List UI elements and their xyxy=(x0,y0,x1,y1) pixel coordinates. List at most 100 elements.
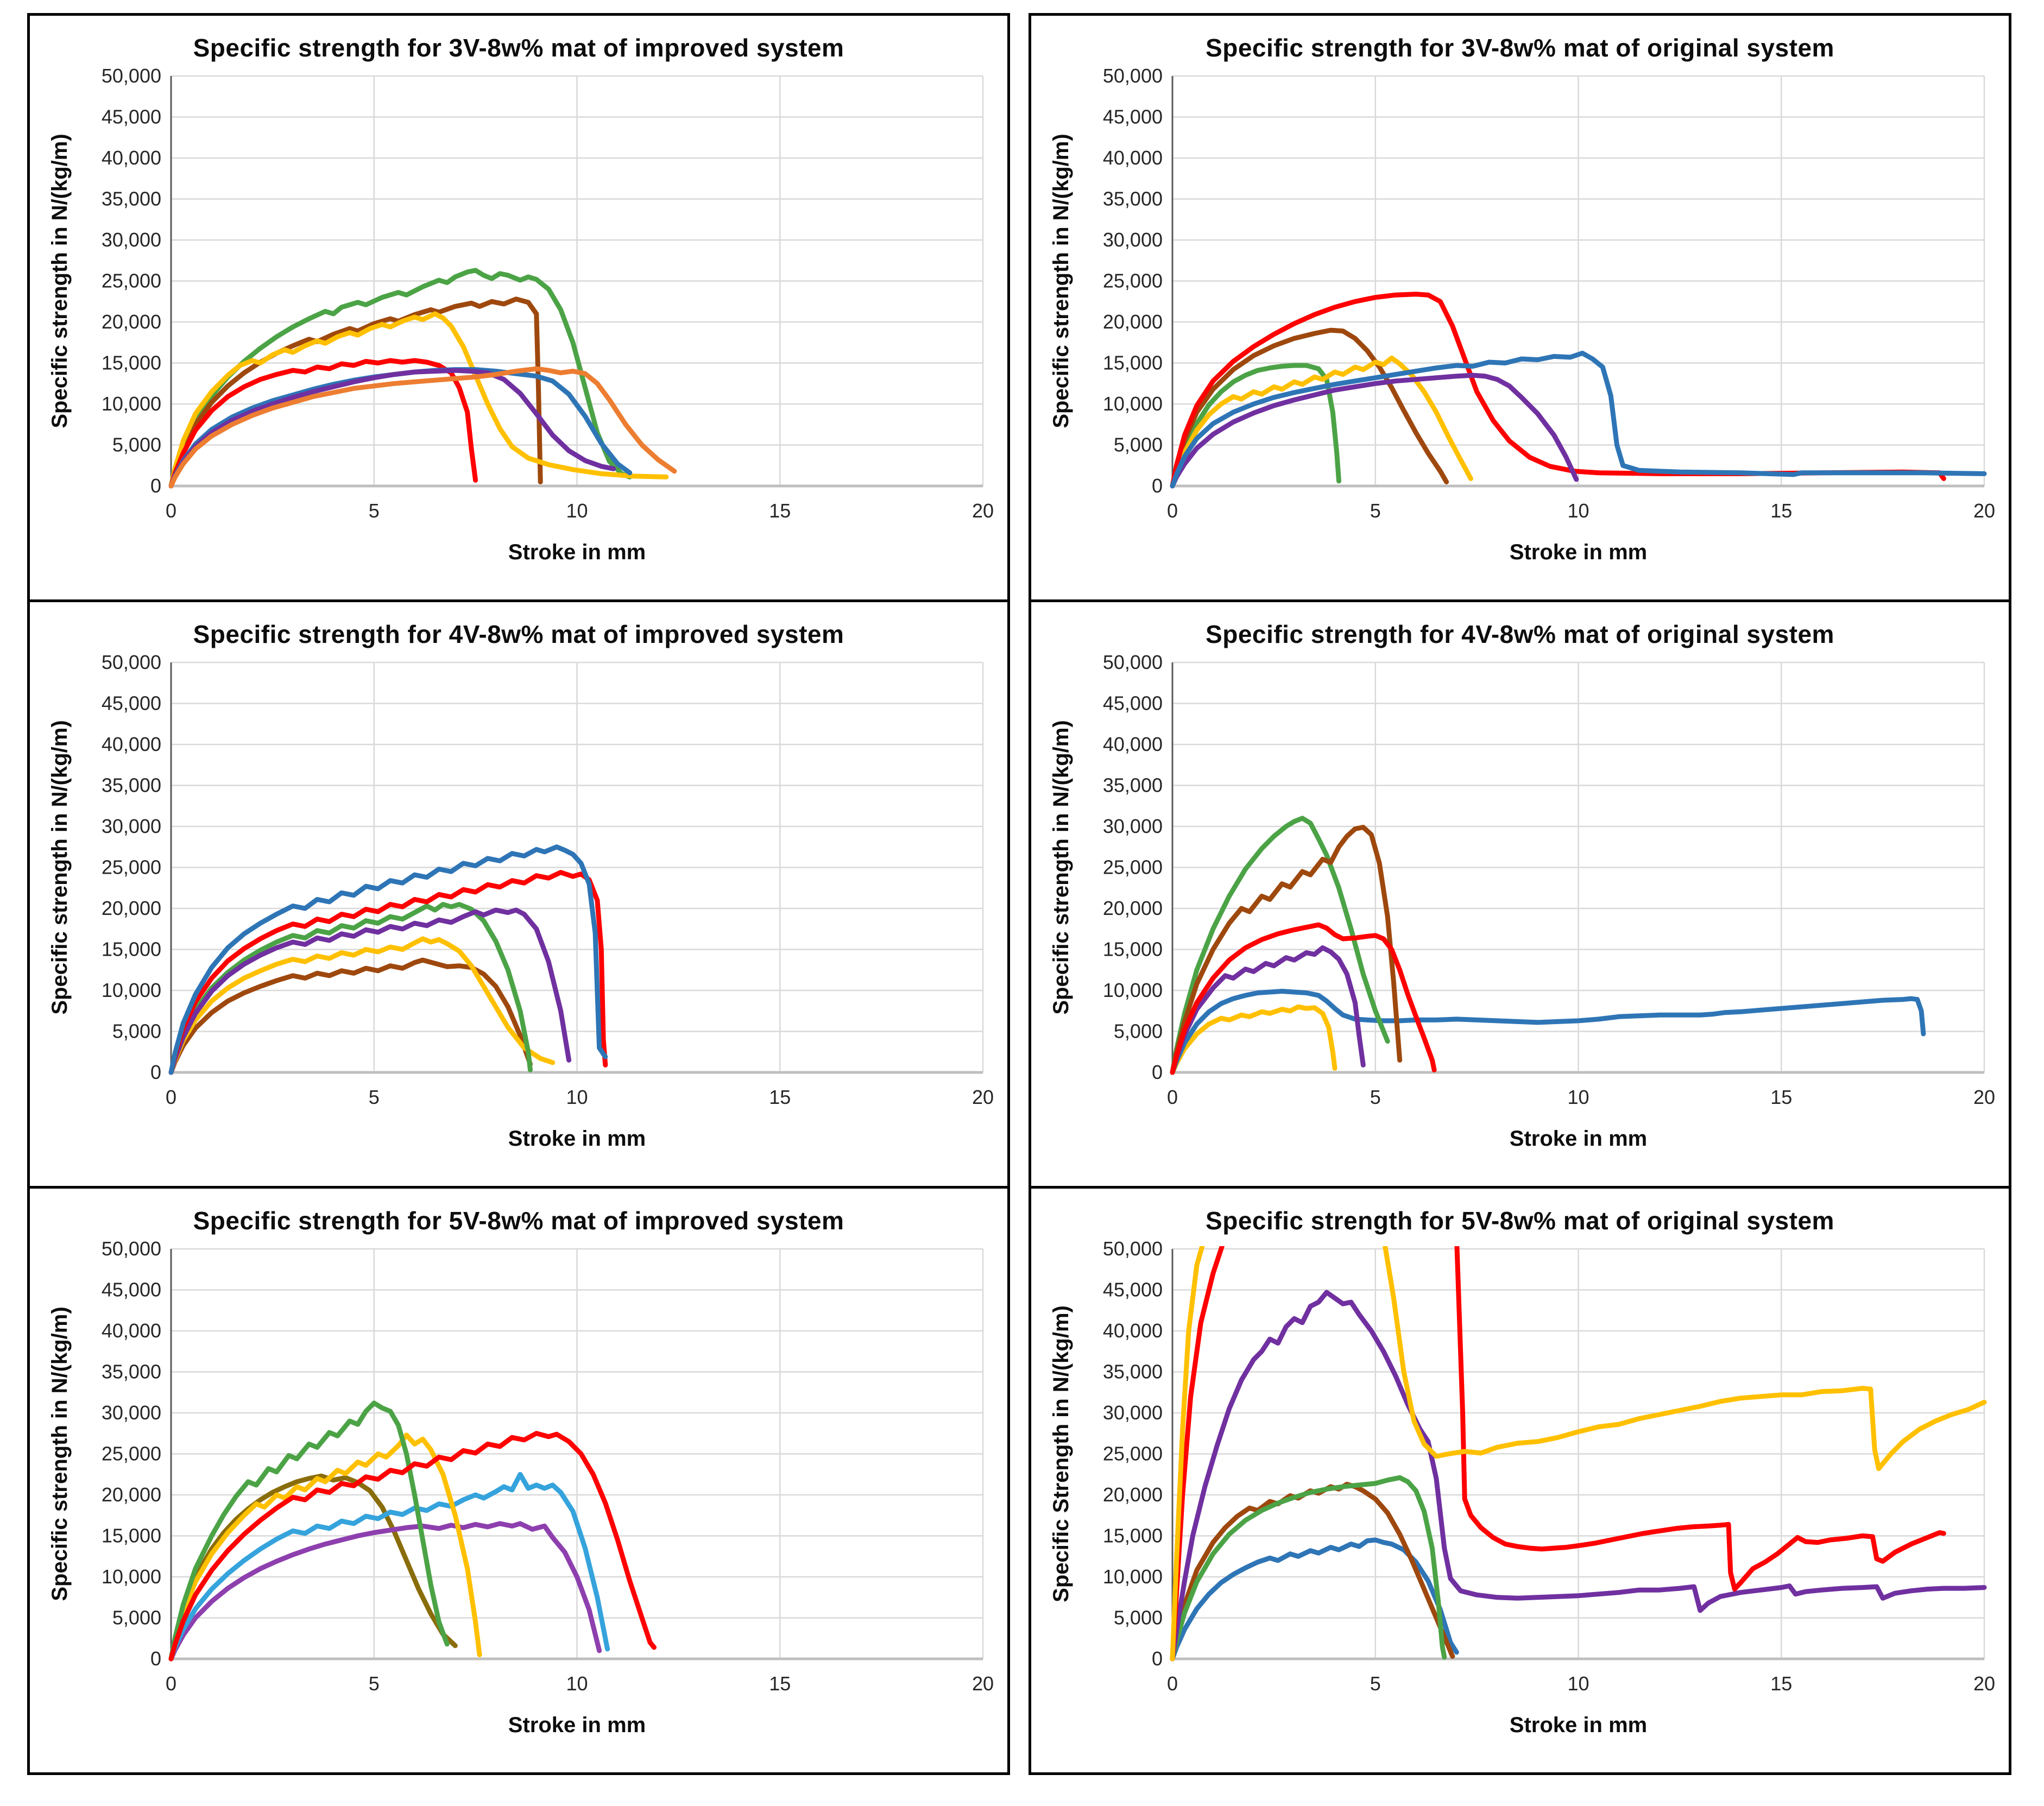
y-tick-label: 45,000 xyxy=(1103,106,1163,128)
y-tick-label: 50,000 xyxy=(1103,1237,1163,1260)
chart-svg: 0 5,000 10,000 15,000 20,000 25,000 30,000 35,0… xyxy=(1049,651,1995,1151)
x-tick-label: 10 xyxy=(566,500,588,522)
y-tick-label: 30,000 xyxy=(102,229,161,251)
y-tick-label: 15,000 xyxy=(102,1525,161,1547)
x-axis-title: Stroke in mm xyxy=(1510,1127,1647,1151)
y-tick-label: 10,000 xyxy=(102,393,161,415)
y-tick-label: 25,000 xyxy=(1103,856,1163,879)
series-line-brown xyxy=(1170,327,1449,489)
y-tick-label: 25,000 xyxy=(1103,270,1163,292)
y-tick-label: 30,000 xyxy=(1103,229,1163,251)
y-tick-label: 45,000 xyxy=(1103,1279,1163,1301)
x-tick-label: 15 xyxy=(1770,1086,1792,1108)
series-line-yellow xyxy=(168,311,669,489)
chart-svg: 0 5,000 10,000 15,000 20,000 25,000 30,000 35,0… xyxy=(48,1237,994,1737)
series-line-red xyxy=(1170,1246,1946,1662)
y-tick-label: 5,000 xyxy=(112,1020,161,1043)
series-line-blue xyxy=(1170,989,1926,1075)
y-tick-label: 35,000 xyxy=(1103,774,1163,797)
chart-plot-5v-original: 0 5,000 10,000 15,000 20,000 25,000 30,000 35,0… xyxy=(1037,1235,2003,1772)
series-line-purple xyxy=(168,907,572,1075)
y-tick-label: 20,000 xyxy=(1103,1483,1163,1506)
x-tick-label: 20 xyxy=(972,500,994,522)
x-tick-label: 10 xyxy=(1567,1672,1589,1695)
series-line-red xyxy=(168,1431,657,1662)
y-tick-label: 25,000 xyxy=(102,270,161,292)
y-tick-label: 40,000 xyxy=(102,733,161,755)
y-tick-label: 50,000 xyxy=(102,651,161,673)
series-line-purple xyxy=(1170,1290,1987,1662)
y-tick-label: 10,000 xyxy=(102,979,161,1001)
x-tick-label: 0 xyxy=(166,500,176,522)
y-tick-label: 25,000 xyxy=(102,856,161,879)
y-tick-label: 20,000 xyxy=(102,1483,161,1506)
chart-plot-5v-improved: 0 5,000 10,000 15,000 20,000 25,000 30,000 35,0… xyxy=(35,1235,1002,1772)
x-axis-title: Stroke in mm xyxy=(508,540,646,564)
series-line-orange xyxy=(168,366,677,489)
y-tick-label: 35,000 xyxy=(102,1361,161,1383)
chart-title: Specific strength for 4V-8w% mat of impr… xyxy=(193,620,844,648)
y-tick-label: 50,000 xyxy=(1103,651,1163,673)
x-tick-label: 20 xyxy=(1973,1086,1995,1108)
x-tick-label: 10 xyxy=(566,1672,588,1695)
y-tick-label: 25,000 xyxy=(102,1443,161,1465)
series-line-blue xyxy=(1170,350,1987,489)
y-tick-label: 20,000 xyxy=(102,897,161,919)
y-tick-label: 50,000 xyxy=(1103,65,1163,87)
x-tick-label: 5 xyxy=(1370,1672,1381,1695)
chart-title: Specific strength for 4V-8w% mat of orig… xyxy=(1206,620,1834,648)
x-tick-label: 15 xyxy=(769,1672,791,1695)
y-tick-label: 10,000 xyxy=(1103,1565,1163,1588)
y-tick-label: 15,000 xyxy=(102,938,161,961)
y-tick-label: 20,000 xyxy=(1103,897,1163,919)
y-tick-label: 5,000 xyxy=(1114,434,1163,456)
x-tick-label: 0 xyxy=(1167,1672,1178,1695)
series-line-purple xyxy=(168,1521,602,1662)
y-axis-title: Specific strength in N/(kg/m) xyxy=(48,720,72,1014)
series-line-yellow xyxy=(168,1432,482,1662)
series-line-red xyxy=(1170,292,1946,489)
series-line-green xyxy=(168,902,533,1075)
y-tick-label: 30,000 xyxy=(1103,815,1163,837)
chart-panel-5v-improved: Specific strength for 5V-8w% mat of impr… xyxy=(30,1186,1007,1772)
series-line-red xyxy=(168,870,608,1075)
x-tick-label: 5 xyxy=(369,500,380,522)
series-line-purple xyxy=(168,368,616,489)
series-line-green xyxy=(168,1400,450,1662)
x-tick-label: 20 xyxy=(972,1086,994,1108)
x-tick-label: 5 xyxy=(369,1672,380,1695)
chart-title: Specific strength for 3V-8w% mat of impr… xyxy=(193,34,844,62)
x-axis-title: Stroke in mm xyxy=(508,1713,646,1737)
y-tick-label: 0 xyxy=(1152,1647,1163,1670)
y-tick-label: 0 xyxy=(150,1061,161,1083)
y-tick-label: 10,000 xyxy=(1103,393,1163,415)
original-system-column: Specific strength for 3V-8w% mat of orig… xyxy=(1029,13,2011,1775)
chart-svg: 0 5,000 10,000 15,000 20,000 25,000 30,000 35,0… xyxy=(48,65,994,564)
series-line-red xyxy=(1170,922,1437,1075)
x-tick-label: 20 xyxy=(972,1672,994,1695)
series-line-blue xyxy=(168,844,608,1075)
y-tick-label: 50,000 xyxy=(102,1237,161,1260)
y-tick-label: 5,000 xyxy=(1114,1020,1163,1043)
y-tick-label: 0 xyxy=(150,475,161,497)
improved-system-column: Specific strength for 3V-8w% mat of impr… xyxy=(27,13,1010,1775)
chart-panel-5v-original: Specific strength for 5V-8w% mat of orig… xyxy=(1031,1186,2009,1772)
x-tick-label: 10 xyxy=(1567,500,1589,522)
y-tick-label: 30,000 xyxy=(102,815,161,837)
x-tick-label: 5 xyxy=(1370,500,1381,522)
y-tick-label: 15,000 xyxy=(1103,352,1163,374)
series-line-yellow xyxy=(1170,1246,1987,1662)
chart-plot-4v-original: 0 5,000 10,000 15,000 20,000 25,000 30,000 35,0… xyxy=(1037,649,2003,1186)
x-tick-label: 0 xyxy=(1167,1086,1178,1108)
x-tick-label: 0 xyxy=(166,1672,176,1695)
series-line-brown xyxy=(1170,825,1403,1075)
x-tick-label: 15 xyxy=(769,1086,791,1108)
chart-panel-4v-original: Specific strength for 4V-8w% mat of orig… xyxy=(1031,599,2009,1186)
x-tick-label: 10 xyxy=(1567,1086,1589,1108)
x-tick-label: 10 xyxy=(566,1086,588,1108)
chart-plot-3v-improved: 0 5,000 10,000 15,000 20,000 25,000 30,000 35,0… xyxy=(35,62,1002,599)
x-axis-title: Stroke in mm xyxy=(508,1127,646,1151)
y-tick-label: 35,000 xyxy=(1103,1361,1163,1383)
y-tick-label: 5,000 xyxy=(112,1607,161,1629)
series-line-purple xyxy=(1170,372,1579,489)
